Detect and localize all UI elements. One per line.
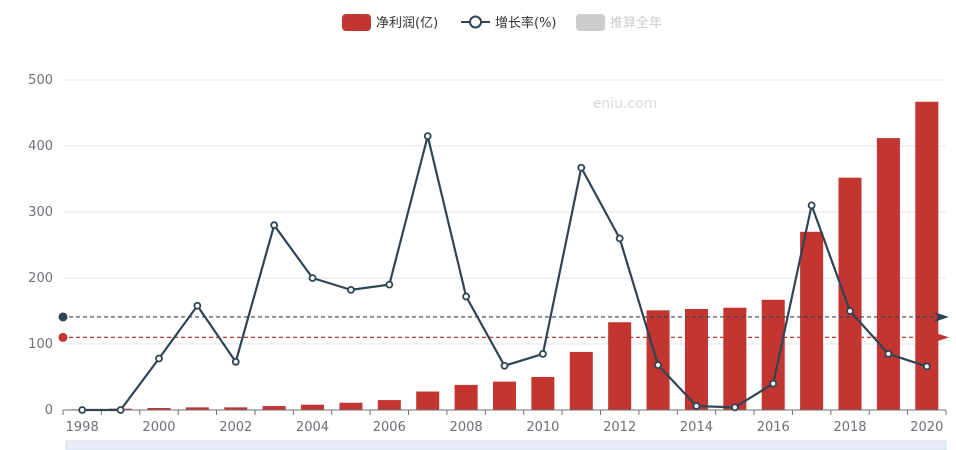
y-tick-label: 400 (28, 139, 53, 154)
bar-2006 (377, 400, 401, 410)
x-tick-label: 2000 (142, 420, 175, 435)
growth-point-2013 (654, 361, 662, 370)
x-tick-label: 2010 (526, 420, 559, 435)
x-tick-label: 2016 (757, 420, 790, 435)
legend-label[interactable]: 增长率(%) (495, 15, 557, 31)
growth-point-2020 (922, 362, 931, 371)
bar-2002 (224, 407, 248, 410)
bar-2019 (876, 138, 900, 410)
x-tick-label: 2014 (680, 420, 713, 435)
y-tick-label: 200 (28, 271, 53, 286)
growth-point-2010 (538, 349, 547, 358)
y-tick-label: 100 (28, 337, 53, 352)
watermark: eniu.com (593, 96, 658, 112)
bar-2009 (492, 381, 517, 410)
bar-2000 (147, 408, 171, 410)
bar-2011 (569, 351, 593, 410)
growth-point-2014 (692, 402, 701, 410)
x-tick-label: 2008 (450, 420, 483, 435)
x-tick-label: 2004 (296, 420, 329, 435)
growth-point-2007 (423, 132, 432, 141)
growth-point-1999 (116, 406, 125, 414)
datazoom-slider[interactable] (65, 440, 947, 450)
x-tick-label: 2018 (833, 420, 866, 435)
legend-swatch[interactable] (576, 14, 605, 31)
bar-2013 (646, 310, 670, 410)
growth-point-2018 (846, 307, 854, 315)
bar-2014 (684, 309, 708, 410)
growth-point-2006 (385, 280, 394, 289)
bar-2005 (339, 402, 363, 410)
markline-arrow-icon (934, 332, 949, 343)
growth-point-2001 (193, 301, 202, 310)
growth-point-1998 (78, 406, 87, 414)
x-tick-label: 2020 (910, 420, 943, 435)
y-tick-label: 0 (45, 403, 53, 418)
legend-marker[interactable] (469, 15, 482, 29)
x-tick-label: 2002 (219, 420, 252, 435)
bar-2018 (838, 177, 862, 410)
markline-arrow-icon (934, 311, 949, 322)
legend-swatch[interactable] (342, 14, 371, 31)
x-tick-label: 2012 (603, 420, 636, 435)
growth-point-2011 (577, 163, 586, 172)
growth-point-2016 (769, 379, 778, 388)
bar-2010 (531, 377, 555, 410)
bar-2016 (761, 299, 785, 410)
x-tick-label: 1998 (66, 420, 99, 435)
bar-2001 (185, 407, 209, 410)
growth-point-2008 (462, 292, 471, 301)
bar-2017 (800, 231, 824, 410)
bar-2003 (262, 406, 286, 410)
y-tick-label: 300 (28, 205, 53, 220)
growth-point-2000 (155, 354, 163, 363)
markline-start-dot (58, 332, 68, 342)
legend-label[interactable]: 推算全年 (610, 15, 662, 31)
bar-2015 (723, 307, 747, 410)
growth-point-2012 (615, 234, 624, 243)
bar-2008 (454, 384, 478, 410)
growth-point-2004 (308, 274, 317, 282)
bar-2012 (608, 322, 632, 410)
markline-start-dot (58, 312, 68, 322)
bar-2004 (301, 404, 325, 410)
growth-point-2015 (730, 403, 739, 412)
legend-label[interactable]: 净利润(亿) (376, 16, 438, 31)
x-tick-label: 2006 (373, 420, 406, 435)
growth-point-2002 (231, 357, 240, 366)
bar-2020 (915, 101, 939, 410)
growth-point-2009 (500, 361, 509, 370)
growth-point-2019 (884, 349, 893, 358)
growth-point-2017 (807, 201, 816, 210)
y-tick-label: 500 (28, 73, 53, 88)
bar-2007 (416, 391, 440, 410)
growth-point-2005 (347, 285, 355, 294)
growth-point-2003 (270, 221, 279, 230)
